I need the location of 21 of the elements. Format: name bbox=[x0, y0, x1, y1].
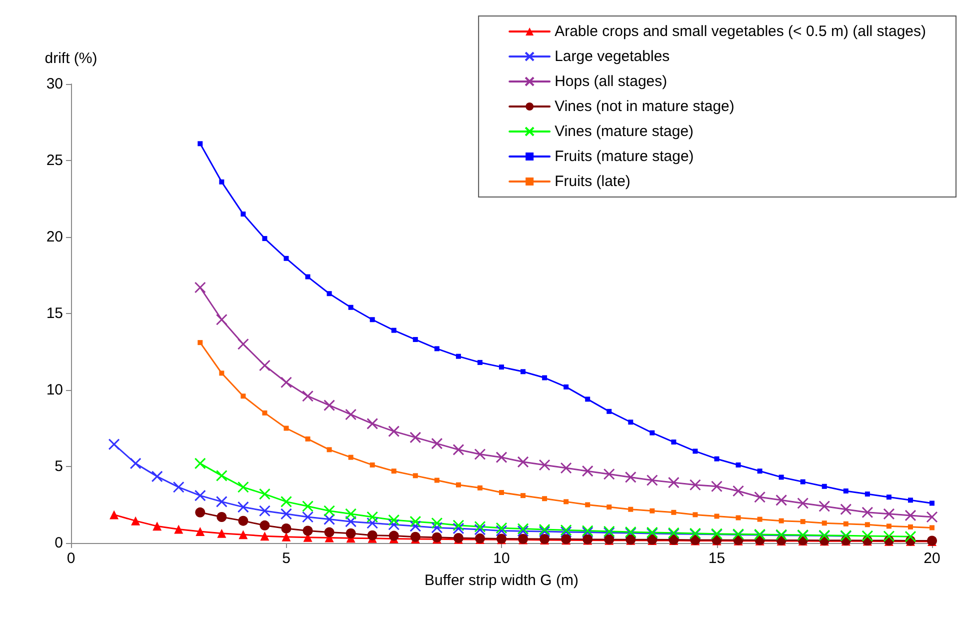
x-tick-label: 10 bbox=[493, 550, 510, 567]
y-axis-title: drift (%) bbox=[44, 50, 98, 67]
x-axis-title: Buffer strip width G (m) bbox=[424, 572, 578, 589]
legend-label: Fruits (mature stage) bbox=[554, 148, 694, 165]
y-tick-label: 25 bbox=[46, 152, 63, 169]
legend-label: Vines (not in mature stage) bbox=[554, 98, 734, 115]
legend-label: Fruits (late) bbox=[554, 173, 630, 190]
legend-label: Arable crops and small vegetables (< 0.5 m) (all stages) bbox=[554, 23, 926, 40]
x-tick-label: 0 bbox=[66, 550, 76, 567]
y-tick-label: 20 bbox=[46, 228, 63, 246]
y-tick-label: 10 bbox=[46, 382, 63, 398]
legend-label: Large vegetables bbox=[554, 48, 670, 65]
y-tick-label: 15 bbox=[46, 305, 63, 322]
legend-label: Vines (mature stage) bbox=[554, 123, 694, 140]
x-tick-label: 15 bbox=[708, 550, 726, 567]
y-tick-label: 30 bbox=[46, 76, 63, 92]
y-tick-label: 5 bbox=[54, 458, 63, 475]
x-tick-label: 5 bbox=[282, 550, 290, 567]
x-tick-label: 20 bbox=[924, 550, 940, 567]
legend-label: Hops (all stages) bbox=[554, 73, 668, 90]
y-tick-label: 0 bbox=[54, 534, 63, 552]
